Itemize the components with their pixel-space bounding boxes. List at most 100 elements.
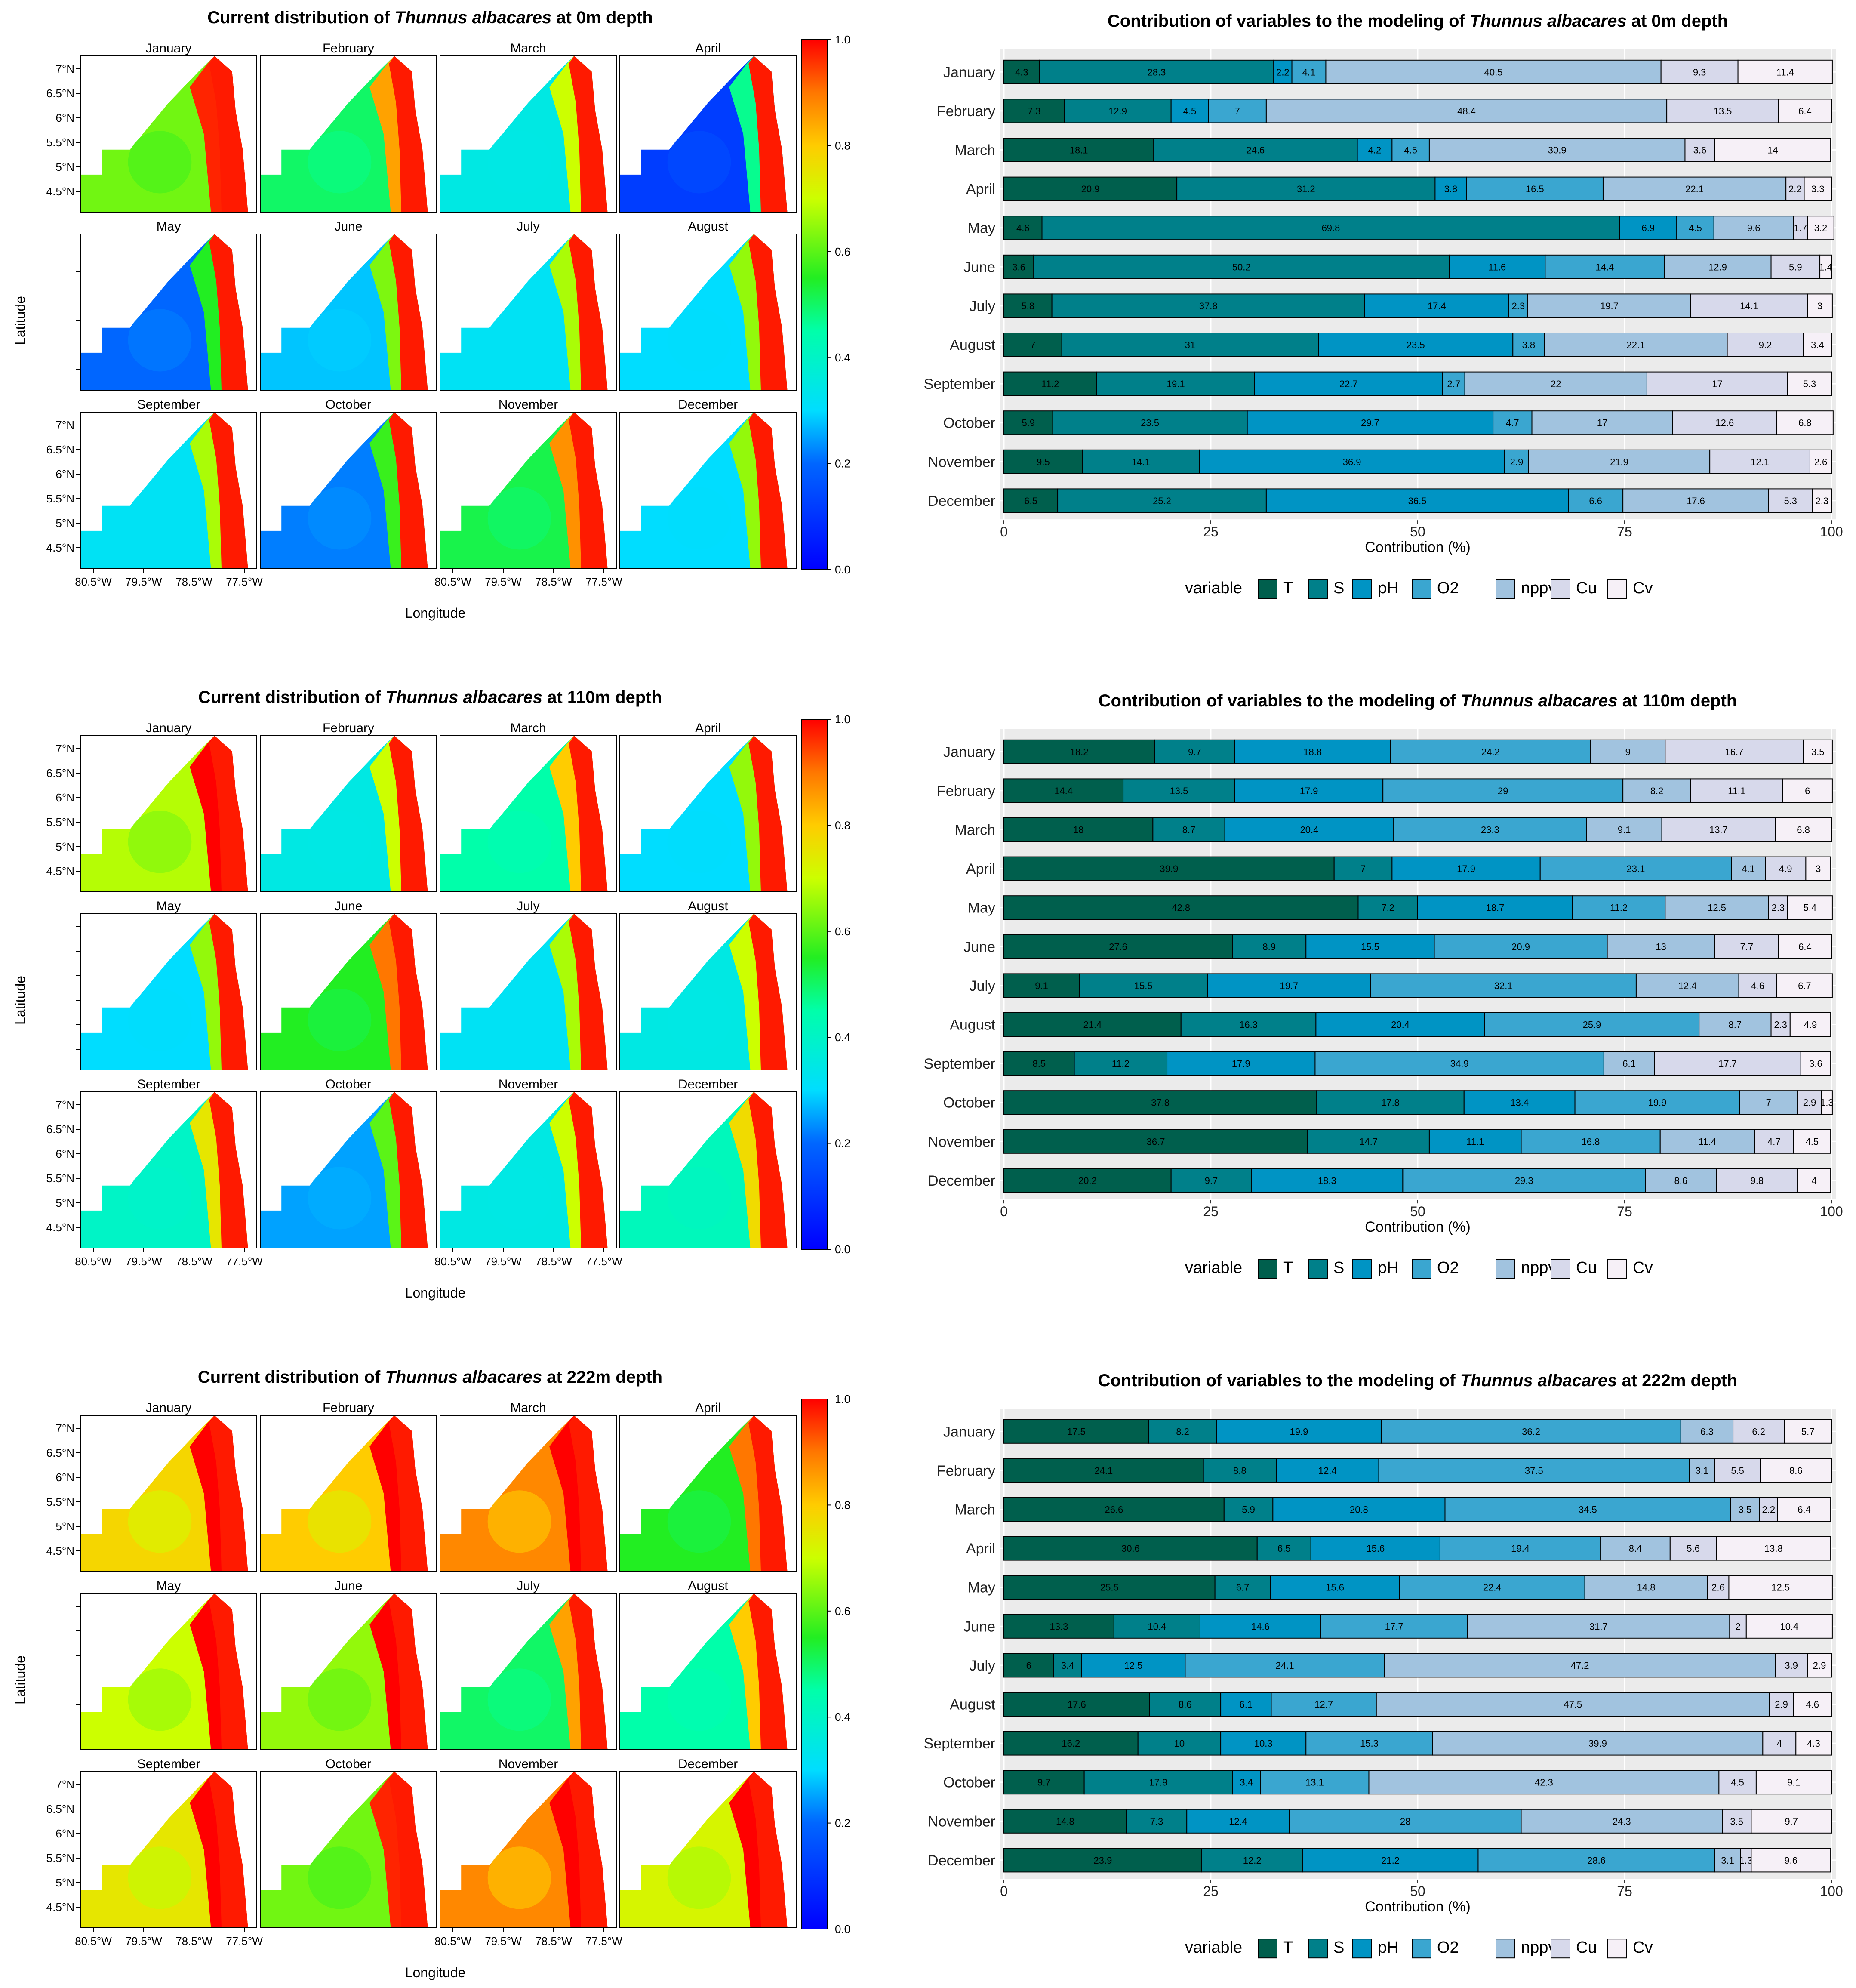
data-label: 17 bbox=[1712, 379, 1722, 389]
data-label: 6.1 bbox=[1622, 1058, 1636, 1069]
colorbar bbox=[801, 719, 828, 1250]
bar-segment bbox=[1434, 934, 1608, 959]
category-label: May bbox=[968, 1580, 995, 1596]
bar-segment bbox=[1793, 216, 1808, 240]
category-label: December bbox=[928, 1173, 995, 1189]
data-label: 13.5 bbox=[1714, 106, 1732, 117]
map-panel: February bbox=[260, 41, 437, 213]
map-inner-feature bbox=[487, 309, 551, 372]
map-inner-feature bbox=[667, 1846, 731, 1909]
map-panel-frame bbox=[619, 913, 797, 1070]
bar-segment bbox=[1821, 1090, 1833, 1115]
lon-tick-label: 79.5°W bbox=[125, 575, 162, 588]
data-label: 6.4 bbox=[1798, 941, 1812, 952]
lat-tick-label: 7°N bbox=[55, 1778, 74, 1791]
bar-segment bbox=[1607, 934, 1715, 959]
legend-label: Cu bbox=[1576, 1259, 1597, 1277]
data-label: 2.9 bbox=[1803, 1097, 1816, 1108]
map-panel-month: May bbox=[157, 219, 181, 234]
bar-segment bbox=[1316, 1090, 1465, 1115]
legend-swatch bbox=[1496, 1259, 1515, 1279]
bar-segment bbox=[1003, 99, 1065, 123]
bar-segment bbox=[1333, 856, 1393, 881]
category-label: November bbox=[928, 1813, 995, 1830]
data-label: 9.1 bbox=[1787, 1777, 1801, 1788]
map-inner-feature bbox=[487, 131, 551, 194]
map-coastal-band bbox=[209, 56, 248, 212]
map-block-2: Current distribution of Thunnus albacare… bbox=[12, 1368, 850, 1980]
data-label: 11.2 bbox=[1041, 379, 1059, 389]
map-panel-month: January bbox=[146, 41, 192, 55]
bar-segment bbox=[1083, 1770, 1233, 1795]
map-coastal-band bbox=[209, 412, 248, 568]
bar-segment bbox=[1768, 895, 1788, 920]
bar-segment bbox=[1574, 1090, 1740, 1115]
title-species: Thunnus albacares bbox=[1470, 12, 1627, 31]
legend-label: Cv bbox=[1633, 579, 1653, 597]
data-label: 4 bbox=[1777, 1738, 1782, 1749]
data-label: 31 bbox=[1185, 340, 1195, 351]
data-label: 31.2 bbox=[1297, 184, 1315, 194]
category-label: June bbox=[963, 259, 995, 275]
bar-segment bbox=[1539, 856, 1732, 881]
bar-segment bbox=[1659, 1129, 1755, 1154]
map-panel: January bbox=[80, 1401, 257, 1572]
bar-segment bbox=[1778, 934, 1832, 959]
bar-segment bbox=[1148, 1419, 1217, 1444]
map-panel-frame bbox=[260, 1593, 437, 1750]
bar-segment bbox=[1305, 1731, 1433, 1756]
legend-label: O2 bbox=[1437, 1259, 1459, 1277]
data-label: 48.4 bbox=[1457, 106, 1476, 117]
bar-segment bbox=[1770, 1012, 1791, 1037]
bar-segment bbox=[1782, 778, 1833, 803]
map-inner-feature bbox=[667, 131, 731, 194]
lat-tick-label: 4.5°N bbox=[46, 541, 74, 554]
data-label: 14.7 bbox=[1359, 1136, 1378, 1147]
bar-segment bbox=[1003, 1497, 1225, 1522]
data-label: 22.1 bbox=[1685, 184, 1704, 194]
legend-label: Cu bbox=[1576, 1939, 1597, 1957]
bar-segment bbox=[1531, 410, 1673, 435]
map-coastal-band bbox=[748, 736, 788, 892]
x-tick-label: 25 bbox=[1203, 524, 1219, 539]
category-label: September bbox=[924, 376, 995, 392]
data-label: 7 bbox=[1360, 863, 1366, 874]
x-tick-label: 25 bbox=[1203, 1204, 1219, 1219]
map-inner-feature bbox=[128, 309, 192, 372]
bar-segment bbox=[1186, 1809, 1290, 1834]
legend-label: Cu bbox=[1576, 579, 1597, 597]
data-label: 9.1 bbox=[1618, 825, 1631, 835]
lat-tick-label: 4.5°N bbox=[46, 185, 74, 198]
title-suffix: at 0m depth bbox=[551, 8, 653, 27]
map-inner-feature bbox=[487, 1490, 551, 1553]
map-panel-frame bbox=[80, 412, 257, 569]
bar-segment bbox=[1003, 1809, 1127, 1834]
data-label: 4.6 bbox=[1751, 980, 1764, 991]
data-label: 47.5 bbox=[1564, 1699, 1582, 1710]
legend-label: T bbox=[1283, 1939, 1293, 1957]
data-label: 14 bbox=[1767, 145, 1778, 156]
data-label: 18.7 bbox=[1486, 903, 1504, 913]
category-label: December bbox=[928, 493, 995, 509]
data-label: 15.3 bbox=[1360, 1738, 1379, 1749]
lat-tick-label: 5.5°N bbox=[46, 1495, 74, 1508]
x-tick-label: 100 bbox=[1820, 1204, 1843, 1219]
map-panel-month: October bbox=[326, 398, 372, 412]
data-label: 10 bbox=[1174, 1738, 1185, 1749]
map-coastal-band bbox=[569, 1772, 608, 1928]
bar-segment bbox=[1600, 1536, 1671, 1561]
map-inner-feature bbox=[667, 1668, 731, 1731]
map-inner-feature bbox=[487, 811, 551, 873]
bar-segment bbox=[1234, 778, 1384, 803]
data-label: 21.9 bbox=[1610, 456, 1628, 467]
title-suffix: at 222m depth bbox=[542, 1368, 662, 1387]
data-label: 3.3 bbox=[1811, 184, 1825, 194]
map-panel: June bbox=[260, 899, 437, 1070]
data-label: 11.1 bbox=[1466, 1136, 1484, 1147]
map-panel: March bbox=[440, 1401, 617, 1572]
data-label: 9.1 bbox=[1035, 980, 1048, 991]
data-label: 8.5 bbox=[1032, 1058, 1046, 1069]
data-label: 4.2 bbox=[1368, 145, 1382, 156]
data-label: 22 bbox=[1551, 379, 1561, 389]
data-label: 12.4 bbox=[1318, 1465, 1337, 1476]
